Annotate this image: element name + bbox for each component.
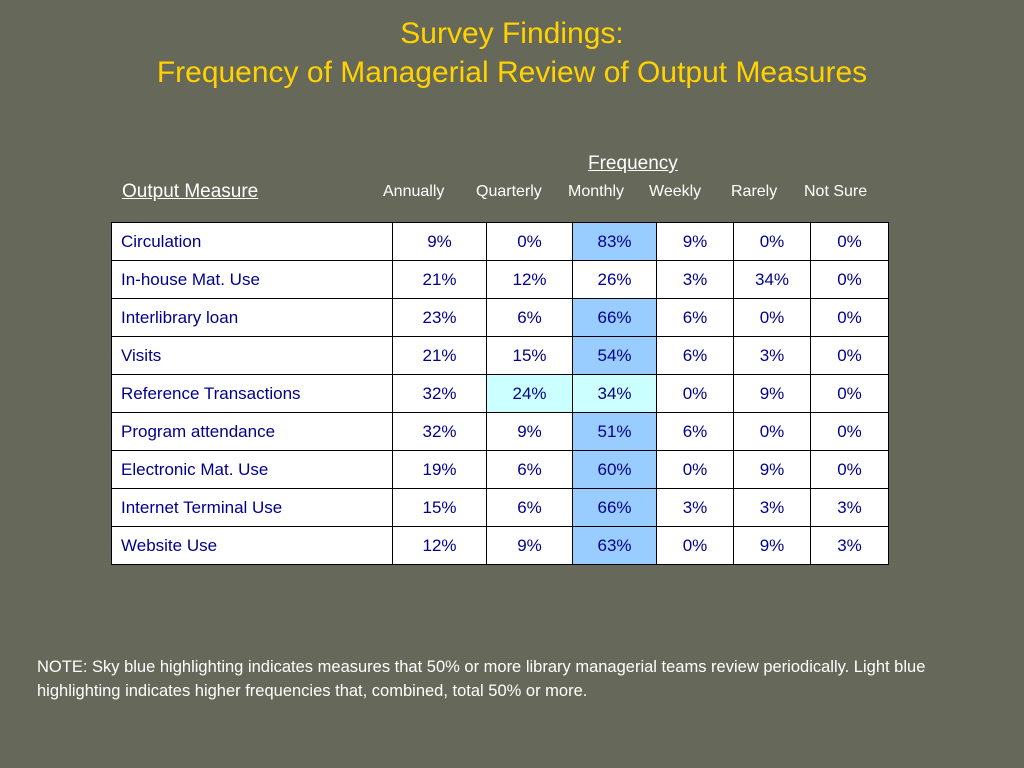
measure-cell: Program attendance (111, 412, 393, 451)
title-line-1: Survey Findings: (400, 17, 624, 50)
column-header-rarely: Rarely (731, 183, 778, 200)
value-cell: 6% (486, 298, 573, 337)
table-row: Reference Transactions 32% 24% 34% 0% 9% 0% (111, 374, 889, 413)
value-cell: 0% (486, 222, 573, 261)
table-row: In-house Mat. Use 21% 12% 26% 3% 34% 0% (111, 260, 889, 299)
measure-cell: Reference Transactions (111, 374, 393, 413)
survey-table: Circulation 9% 0% 83% 9% 0% 0% In-house Mat. Us… (111, 222, 889, 565)
value-cell: 0% (656, 526, 734, 565)
value-cell: 6% (656, 298, 734, 337)
output-measure-header: Output Measure (122, 181, 259, 202)
table-row: Interlibrary loan 23% 6% 66% 6% 0% 0% (111, 298, 889, 337)
value-cell: 32% (392, 412, 487, 451)
value-cell: 3% (656, 488, 734, 527)
note-text: NOTE: Sky blue highlighting indicates me… (37, 658, 926, 700)
value-cell: 3% (733, 488, 811, 527)
measure-cell: Website Use (111, 526, 393, 565)
value-cell: 0% (733, 298, 811, 337)
value-cell: 19% (392, 450, 487, 489)
value-cell: 6% (656, 412, 734, 451)
value-cell: 3% (810, 526, 889, 565)
value-cell: 34% (733, 260, 811, 299)
value-cell: 24% (486, 374, 573, 413)
column-header-quarterly: Quarterly (476, 183, 542, 200)
value-cell: 83% (572, 222, 657, 261)
value-cell: 60% (572, 450, 657, 489)
column-header-not-sure: Not Sure (804, 183, 868, 200)
measure-cell: Internet Terminal Use (111, 488, 393, 527)
value-cell: 21% (392, 260, 487, 299)
measure-cell: Visits (111, 336, 393, 375)
value-cell: 0% (810, 222, 889, 261)
measure-cell: In-house Mat. Use (111, 260, 393, 299)
value-cell: 0% (733, 222, 811, 261)
value-cell: 23% (392, 298, 487, 337)
value-cell: 0% (810, 260, 889, 299)
value-cell: 54% (572, 336, 657, 375)
value-cell: 21% (392, 336, 487, 375)
value-cell: 0% (656, 450, 734, 489)
value-cell: 0% (810, 336, 889, 375)
table-row: Electronic Mat. Use 19% 6% 60% 0% 9% 0% (111, 450, 889, 489)
value-cell: 0% (810, 450, 889, 489)
title-line-2: Frequency of Managerial Review of Output… (156, 56, 868, 89)
value-cell: 0% (733, 412, 811, 451)
column-header-annually: Annually (383, 183, 445, 200)
value-cell: 9% (392, 222, 487, 261)
value-cell: 9% (486, 526, 573, 565)
measure-cell: Electronic Mat. Use (111, 450, 393, 489)
table-row: Internet Terminal Use 15% 6% 66% 3% 3% 3% (111, 488, 889, 527)
value-cell: 3% (810, 488, 889, 527)
value-cell: 6% (486, 488, 573, 527)
value-cell: 26% (572, 260, 657, 299)
table-row: Visits 21% 15% 54% 6% 3% 0% (111, 336, 889, 375)
value-cell: 6% (486, 450, 573, 489)
value-cell: 9% (656, 222, 734, 261)
value-cell: 63% (572, 526, 657, 565)
value-cell: 9% (733, 526, 811, 565)
value-cell: 12% (392, 526, 487, 565)
value-cell: 15% (392, 488, 487, 527)
value-cell: 9% (733, 450, 811, 489)
value-cell: 9% (486, 412, 573, 451)
table-row: Circulation 9% 0% 83% 9% 0% 0% (111, 222, 889, 261)
value-cell: 3% (733, 336, 811, 375)
value-cell: 51% (572, 412, 657, 451)
slide-title: Survey Findings: Frequency of Managerial… (0, 14, 1024, 92)
measure-cell: Circulation (111, 222, 393, 261)
value-cell: 0% (810, 412, 889, 451)
value-cell: 9% (733, 374, 811, 413)
value-cell: 66% (572, 488, 657, 527)
value-cell: 0% (810, 374, 889, 413)
value-cell: 0% (656, 374, 734, 413)
column-header-monthly: Monthly (568, 183, 625, 200)
measure-cell: Interlibrary loan (111, 298, 393, 337)
value-cell: 6% (656, 336, 734, 375)
value-cell: 66% (572, 298, 657, 337)
value-cell: 34% (572, 374, 657, 413)
table-row: Program attendance 32% 9% 51% 6% 0% 0% (111, 412, 889, 451)
value-cell: 15% (486, 336, 573, 375)
frequency-header: Frequency (588, 153, 678, 174)
value-cell: 3% (656, 260, 734, 299)
value-cell: 32% (392, 374, 487, 413)
table-row: Website Use 12% 9% 63% 0% 9% 3% (111, 526, 889, 565)
column-header-weekly: Weekly (649, 183, 702, 200)
value-cell: 12% (486, 260, 573, 299)
value-cell: 0% (810, 298, 889, 337)
